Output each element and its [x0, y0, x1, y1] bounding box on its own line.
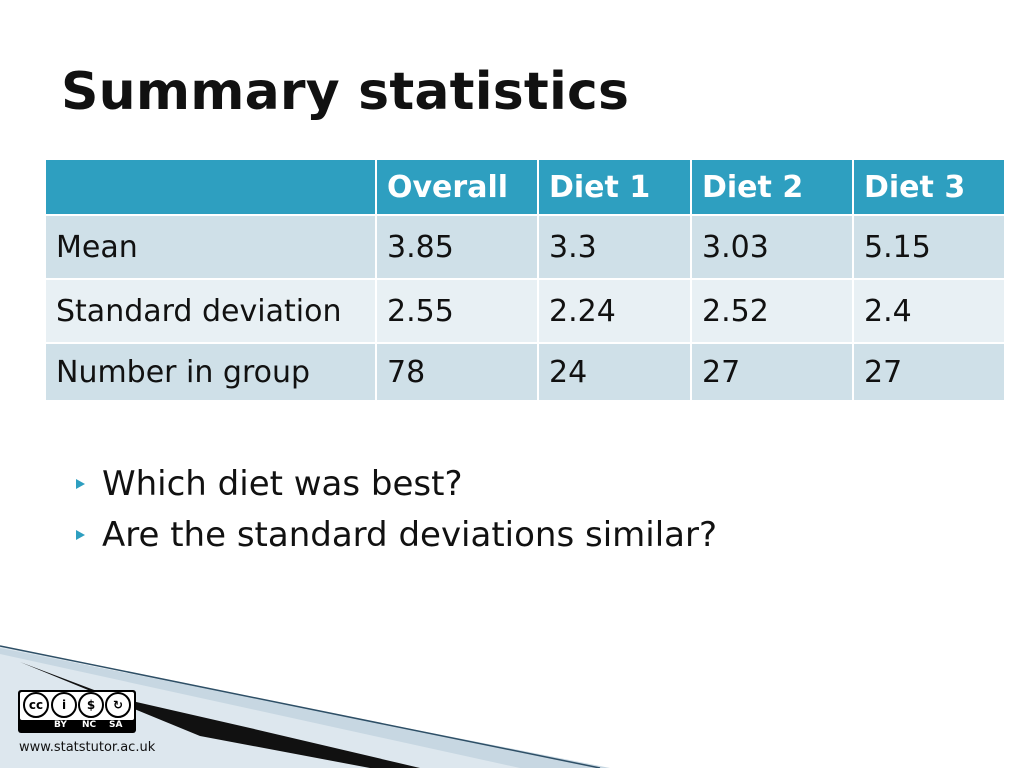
slide-title: Summary statistics — [61, 62, 630, 122]
summary-statistics-table: Overall Diet 1 Diet 2 Diet 3 Mean 3.85 3… — [44, 158, 1006, 402]
table-cell: 78 — [375, 342, 539, 402]
table-cell: 2.4 — [852, 278, 1006, 344]
cc-icon: cc — [23, 692, 49, 718]
table-cell: 2.55 — [375, 278, 539, 344]
row-label: Number in group — [44, 342, 377, 402]
sa-label: SA — [109, 720, 123, 730]
table-header-cell-overall: Overall — [375, 158, 539, 216]
bullet-text: Which diet was best? — [102, 464, 463, 504]
table-row-number-in-group: Number in group 78 24 27 27 — [44, 342, 1006, 402]
row-label: Mean — [44, 214, 377, 280]
table-cell: 27 — [690, 342, 854, 402]
decorative-swoosh — [0, 645, 610, 768]
table-cell: 2.24 — [537, 278, 692, 344]
website-url[interactable]: www.statstutor.ac.uk — [19, 740, 156, 755]
by-label: BY — [54, 720, 67, 730]
bullet-list: Which diet was best? Are the standard de… — [74, 460, 717, 562]
table-cell: 27 — [852, 342, 1006, 402]
noncommercial-icon: $ — [78, 692, 104, 718]
table-cell: 3.03 — [690, 214, 854, 280]
table-row-mean: Mean 3.85 3.3 3.03 5.15 — [44, 214, 1006, 280]
sharealike-icon: ↻ — [105, 692, 131, 718]
table-cell: 3.85 — [375, 214, 539, 280]
table-header-cell-diet-1: Diet 1 — [537, 158, 692, 216]
table-cell: 5.15 — [852, 214, 1006, 280]
table-row-standard-deviation: Standard deviation 2.55 2.24 2.52 2.4 — [44, 278, 1006, 344]
bullet-arrow-icon — [76, 530, 85, 540]
table-header-row: Overall Diet 1 Diet 2 Diet 3 — [44, 158, 1006, 216]
bullet-item: Are the standard deviations similar? — [74, 511, 717, 562]
row-label: Standard deviation — [44, 278, 377, 344]
table-header-cell-empty — [44, 158, 377, 216]
table-cell: 2.52 — [690, 278, 854, 344]
bullet-text: Are the standard deviations similar? — [102, 515, 718, 555]
attribution-icon: i — [51, 692, 77, 718]
table-cell: 24 — [537, 342, 692, 402]
bullet-arrow-icon — [76, 479, 85, 489]
swoosh-line — [0, 645, 601, 768]
bullet-item: Which diet was best? — [74, 460, 717, 511]
nc-label: NC — [82, 720, 97, 730]
table-header-cell-diet-2: Diet 2 — [690, 158, 854, 216]
table-header-cell-diet-3: Diet 3 — [852, 158, 1006, 216]
table-cell: 3.3 — [537, 214, 692, 280]
creative-commons-badge: cc i $ ↻ BY NC SA — [18, 690, 136, 733]
